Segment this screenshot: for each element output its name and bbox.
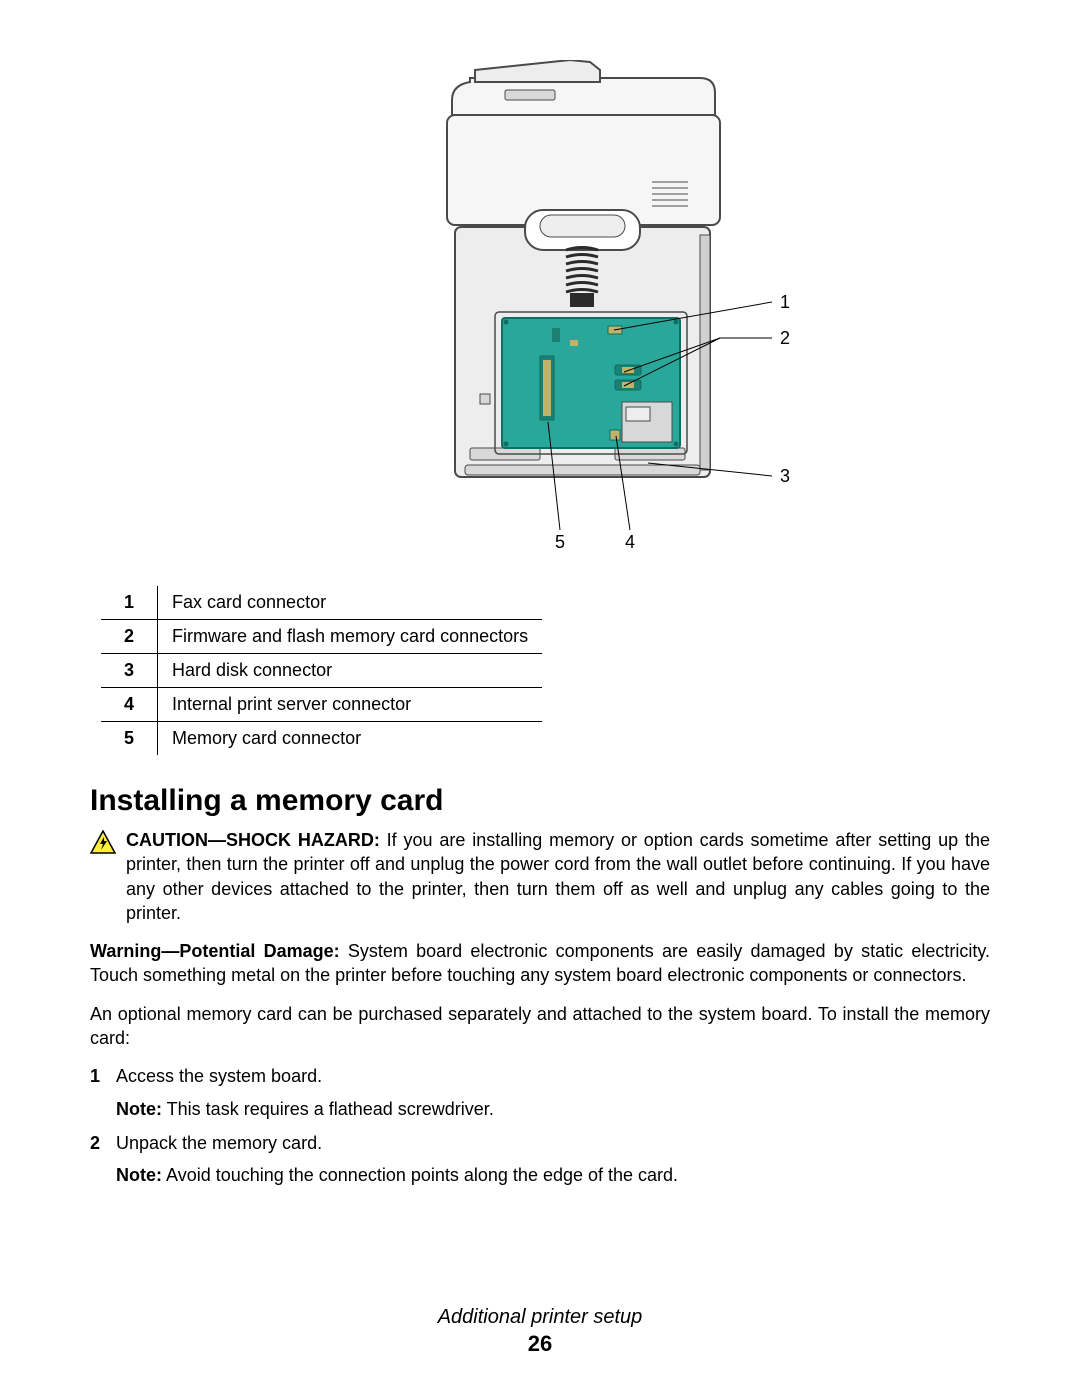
caution-lead: CAUTION—SHOCK HAZARD: <box>126 830 380 850</box>
table-row: 2 Firmware and flash memory card connect… <box>101 620 543 654</box>
install-steps-list: Access the system board. Note: This task… <box>90 1064 990 1187</box>
legend-num: 2 <box>101 620 158 654</box>
caution-shock-hazard-icon <box>90 830 116 925</box>
warning-lead: Warning—Potential Damage: <box>90 941 340 961</box>
legend-text: Internal print server connector <box>158 688 543 722</box>
page-footer: Additional printer setup 26 <box>0 1306 1080 1357</box>
intro-paragraph: An optional memory card can be purchased… <box>90 1002 990 1051</box>
callout-2-label: 2 <box>780 328 790 348</box>
printer-illustration-svg: 1 2 3 4 5 <box>270 60 810 560</box>
callout-5-label: 5 <box>555 532 565 552</box>
section-heading: Installing a memory card <box>90 784 990 818</box>
legend-text: Firmware and flash memory card connector… <box>158 620 543 654</box>
printer-system-board-figure: 1 2 3 4 5 <box>90 60 990 565</box>
warning-paragraph: Warning—Potential Damage: System board e… <box>90 939 990 988</box>
connector-legend-table: 1 Fax card connector 2 Firmware and flas… <box>100 585 543 756</box>
page: 1 2 3 4 5 1 Fax card connector 2 Firmwar… <box>0 0 1080 1397</box>
note-text: This task requires a flathead screwdrive… <box>162 1099 494 1119</box>
list-item: Unpack the memory card. Note: Avoid touc… <box>90 1131 990 1188</box>
step-note: Note: This task requires a flathead scre… <box>116 1097 990 1121</box>
legend-num: 5 <box>101 722 158 756</box>
legend-text: Memory card connector <box>158 722 543 756</box>
legend-text: Hard disk connector <box>158 654 543 688</box>
footer-section-title: Additional printer setup <box>0 1306 1080 1329</box>
legend-num: 4 <box>101 688 158 722</box>
legend-text: Fax card connector <box>158 586 543 620</box>
note-lead: Note: <box>116 1165 162 1185</box>
table-row: 5 Memory card connector <box>101 722 543 756</box>
caution-block: CAUTION—SHOCK HAZARD: If you are install… <box>90 828 990 925</box>
footer-page-number: 26 <box>0 1331 1080 1357</box>
step-note: Note: Avoid touching the connection poin… <box>116 1163 990 1187</box>
step-text: Access the system board. <box>116 1066 322 1086</box>
legend-num: 1 <box>101 586 158 620</box>
caution-text: CAUTION—SHOCK HAZARD: If you are install… <box>126 828 990 925</box>
note-text: Avoid touching the connection points alo… <box>162 1165 678 1185</box>
table-row: 1 Fax card connector <box>101 586 543 620</box>
callout-4-label: 4 <box>625 532 635 552</box>
callout-1-label: 1 <box>780 292 790 312</box>
table-row: 3 Hard disk connector <box>101 654 543 688</box>
note-lead: Note: <box>116 1099 162 1119</box>
legend-num: 3 <box>101 654 158 688</box>
table-row: 4 Internal print server connector <box>101 688 543 722</box>
list-item: Access the system board. Note: This task… <box>90 1064 990 1121</box>
step-text: Unpack the memory card. <box>116 1133 322 1153</box>
callout-3-label: 3 <box>780 466 790 486</box>
